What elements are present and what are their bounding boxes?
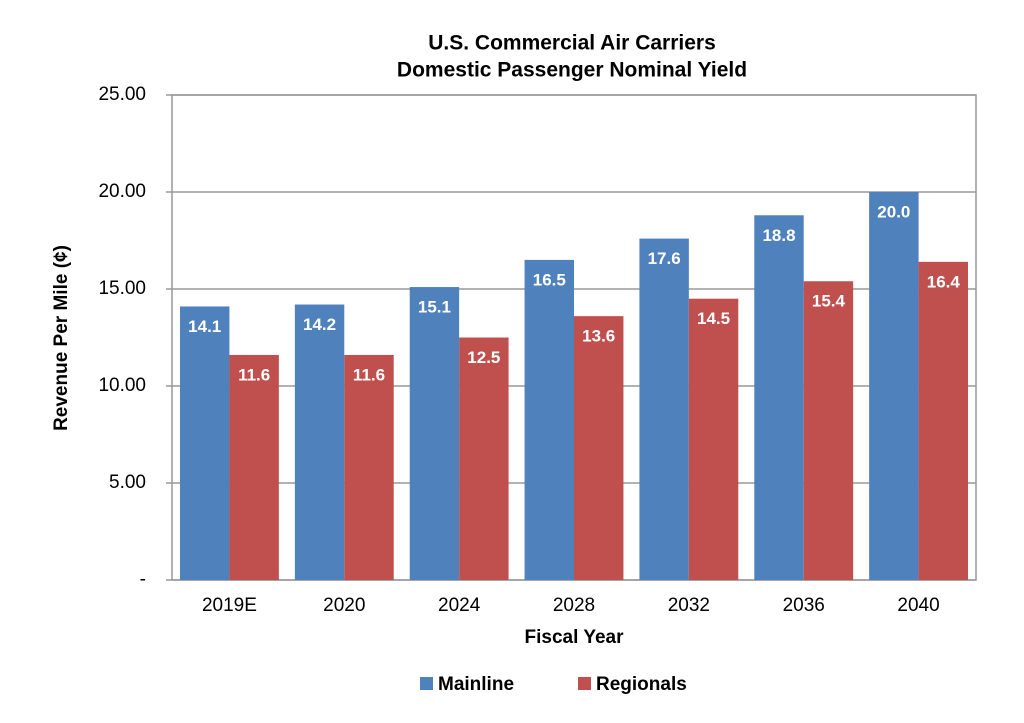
bar xyxy=(639,238,689,580)
chart-title: U.S. Commercial Air Carriers xyxy=(428,32,716,55)
data-label: 11.6 xyxy=(353,365,385,384)
x-tick-label: 2040 xyxy=(897,595,939,616)
data-label: 12.5 xyxy=(467,348,500,367)
x-tick-label: 2032 xyxy=(668,595,710,616)
x-tick-label: 2020 xyxy=(323,595,365,616)
bar xyxy=(344,354,394,580)
data-label: 17.6 xyxy=(648,249,681,268)
bar xyxy=(869,192,919,580)
legend-swatch xyxy=(578,677,591,690)
bar xyxy=(180,306,230,580)
legend-swatch xyxy=(420,677,433,690)
bar xyxy=(459,337,509,580)
data-label: 16.4 xyxy=(927,272,961,291)
bar xyxy=(574,316,624,580)
legend-label: Mainline xyxy=(438,674,514,695)
bar xyxy=(918,261,968,580)
bar xyxy=(803,281,854,580)
bar xyxy=(524,259,574,580)
x-tick-label: 2036 xyxy=(783,595,825,616)
legend-label: Regionals xyxy=(596,674,687,695)
x-tick-label: 2019E xyxy=(202,595,257,616)
y-tick-label: - xyxy=(140,569,146,590)
data-label: 13.6 xyxy=(582,327,615,346)
data-label: 11.6 xyxy=(238,365,270,384)
x-tick-label: 2024 xyxy=(438,595,481,616)
x-tick-label: 2028 xyxy=(553,595,595,616)
bar xyxy=(294,304,345,580)
data-label: 14.1 xyxy=(188,317,221,336)
data-label: 15.4 xyxy=(812,292,846,311)
data-label: 14.5 xyxy=(697,309,730,328)
y-tick-label: 15.00 xyxy=(98,278,146,299)
data-label: 18.8 xyxy=(762,226,795,245)
data-label: 15.1 xyxy=(418,298,451,317)
data-label: 14.2 xyxy=(303,315,336,334)
x-axis-title: Fiscal Year xyxy=(525,627,625,648)
y-axis-title: Revenue Per Mile (¢) xyxy=(51,245,72,431)
chart-subtitle: Domestic Passenger Nominal Yield xyxy=(397,59,747,82)
y-tick-label: 20.00 xyxy=(98,181,146,202)
y-tick-label: 25.00 xyxy=(98,84,146,105)
data-label: 16.5 xyxy=(533,270,566,289)
y-tick-label: 5.00 xyxy=(109,472,146,493)
y-tick-label: 10.00 xyxy=(98,375,146,396)
bar xyxy=(688,298,739,580)
bar xyxy=(754,215,804,580)
bar xyxy=(409,287,460,580)
data-label: 20.0 xyxy=(877,202,910,221)
bar xyxy=(229,354,279,580)
